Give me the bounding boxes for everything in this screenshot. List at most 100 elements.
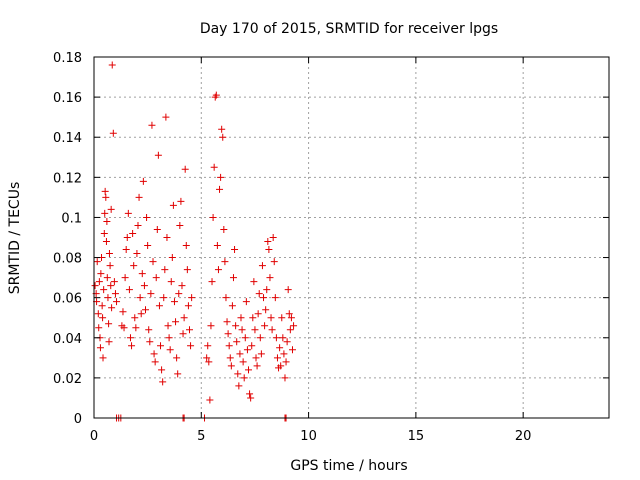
data-point: [101, 209, 109, 217]
data-point: [265, 246, 273, 254]
ticks-layer: 0 5 10 15 20 0 0.02 0.04 0.06 0.08 0.1 0.12 0.14 0.16…: [53, 51, 609, 444]
data-point: [280, 350, 288, 358]
data-point: [105, 338, 113, 346]
data-point: [169, 201, 177, 209]
data-point: [102, 193, 110, 201]
data-point: [126, 334, 134, 342]
data-point: [247, 394, 255, 402]
data-point: [168, 254, 176, 262]
data-point: [160, 294, 168, 302]
data-point: [180, 314, 188, 322]
data-point: [238, 326, 246, 334]
grid-layer: [94, 57, 609, 418]
data-point: [124, 209, 132, 217]
data-point: [155, 302, 163, 310]
data-point: [106, 262, 114, 270]
y-tick-label: 0.14: [53, 131, 82, 146]
data-point: [250, 278, 258, 286]
data-point: [173, 354, 181, 362]
data-point: [110, 278, 118, 286]
data-point: [187, 342, 195, 350]
data-point: [113, 298, 121, 306]
data-point: [107, 282, 115, 290]
data-point: [251, 326, 259, 334]
data-point: [102, 238, 110, 246]
data-point: [108, 61, 116, 69]
data-point: [96, 344, 104, 352]
data-point: [208, 278, 216, 286]
data-point: [262, 306, 270, 314]
data-point: [207, 322, 215, 330]
data-point: [100, 286, 108, 294]
data-point: [287, 314, 295, 322]
data-point: [227, 362, 235, 370]
data-point: [176, 221, 184, 229]
x-tick-label: 10: [300, 429, 317, 444]
data-point: [254, 310, 262, 318]
data-point: [239, 358, 247, 366]
y-tick-label: 0.16: [53, 91, 82, 106]
data-point: [203, 354, 211, 362]
data-point: [260, 294, 268, 302]
data-point: [128, 342, 136, 350]
data-point: [131, 314, 139, 322]
y-tick-label: 0.1: [61, 211, 82, 226]
data-point: [123, 234, 131, 241]
data-point: [178, 282, 186, 290]
data-point: [122, 246, 130, 254]
data-point: [267, 314, 275, 322]
data-point: [162, 113, 170, 121]
data-point: [258, 262, 266, 270]
y-tick-label: 0.06: [53, 292, 82, 307]
data-point: [95, 324, 103, 332]
data-point: [163, 234, 171, 241]
data-point: [107, 205, 115, 213]
data-point: [281, 374, 289, 382]
data-point: [154, 151, 162, 159]
points-layer: [91, 61, 298, 422]
y-axis-label: SRMTID / TECUs: [7, 182, 23, 295]
data-point: [226, 354, 234, 362]
data-point: [144, 242, 152, 250]
y-tick-label: 0.12: [53, 171, 82, 186]
data-point: [184, 302, 192, 310]
data-point: [161, 266, 169, 274]
data-point: [205, 358, 213, 366]
data-point: [130, 262, 138, 270]
data-point: [148, 121, 156, 129]
data-point: [212, 91, 220, 99]
data-point: [245, 366, 252, 374]
data-point: [100, 229, 108, 237]
data-point: [183, 266, 191, 274]
data-point: [256, 334, 264, 342]
data-point: [165, 334, 173, 342]
data-point: [99, 314, 107, 322]
data-point: [229, 274, 237, 282]
data-point: [153, 225, 161, 233]
data-point: [94, 310, 102, 318]
y-tick-label: 0.02: [53, 372, 82, 387]
data-point: [99, 354, 107, 362]
data-point: [93, 258, 101, 266]
data-point: [266, 274, 274, 282]
data-point: [95, 278, 103, 286]
data-point: [172, 318, 180, 326]
data-point: [278, 314, 286, 322]
data-point: [188, 294, 196, 302]
data-point: [204, 342, 212, 350]
data-point: [179, 330, 187, 338]
data-point: [242, 298, 250, 306]
x-tick-label: 20: [515, 429, 532, 444]
data-point: [185, 326, 193, 334]
data-point: [270, 258, 278, 266]
data-point: [224, 330, 232, 338]
data-point: [261, 322, 269, 330]
data-point: [135, 193, 143, 201]
data-point: [166, 346, 174, 354]
data-point: [139, 177, 147, 185]
data-point: [152, 274, 160, 282]
y-tick-label: 0: [74, 412, 82, 427]
data-point: [145, 326, 153, 334]
data-point: [111, 290, 119, 298]
